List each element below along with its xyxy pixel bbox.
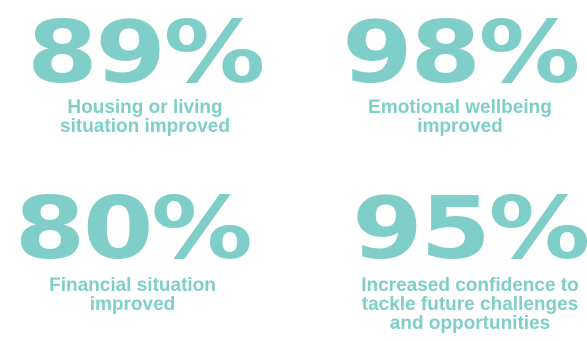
stat-confidence: 95% Increased confidence to tackle futur… <box>340 186 587 333</box>
stat-caption-housing: Housing or living situation improved <box>60 97 230 137</box>
stat-financial: 80% Financial situation improved <box>15 186 253 315</box>
stat-value-confidence: 95% <box>352 179 587 279</box>
stat-caption-confidence: Increased confidence to tackle future ch… <box>361 275 579 334</box>
stat-caption-financial: Financial situation improved <box>49 275 216 315</box>
stat-value-financial: 80% <box>14 179 253 279</box>
stat-value-emotional-wellbeing: 98% <box>342 3 580 103</box>
stat-value-housing: 89% <box>27 3 265 103</box>
stat-housing: 89% Housing or living situation improved <box>27 10 265 137</box>
stat-caption-emotional-wellbeing: Emotional wellbeing improved <box>368 97 552 137</box>
stat-emotional-wellbeing: 98% Emotional wellbeing improved <box>342 10 580 137</box>
